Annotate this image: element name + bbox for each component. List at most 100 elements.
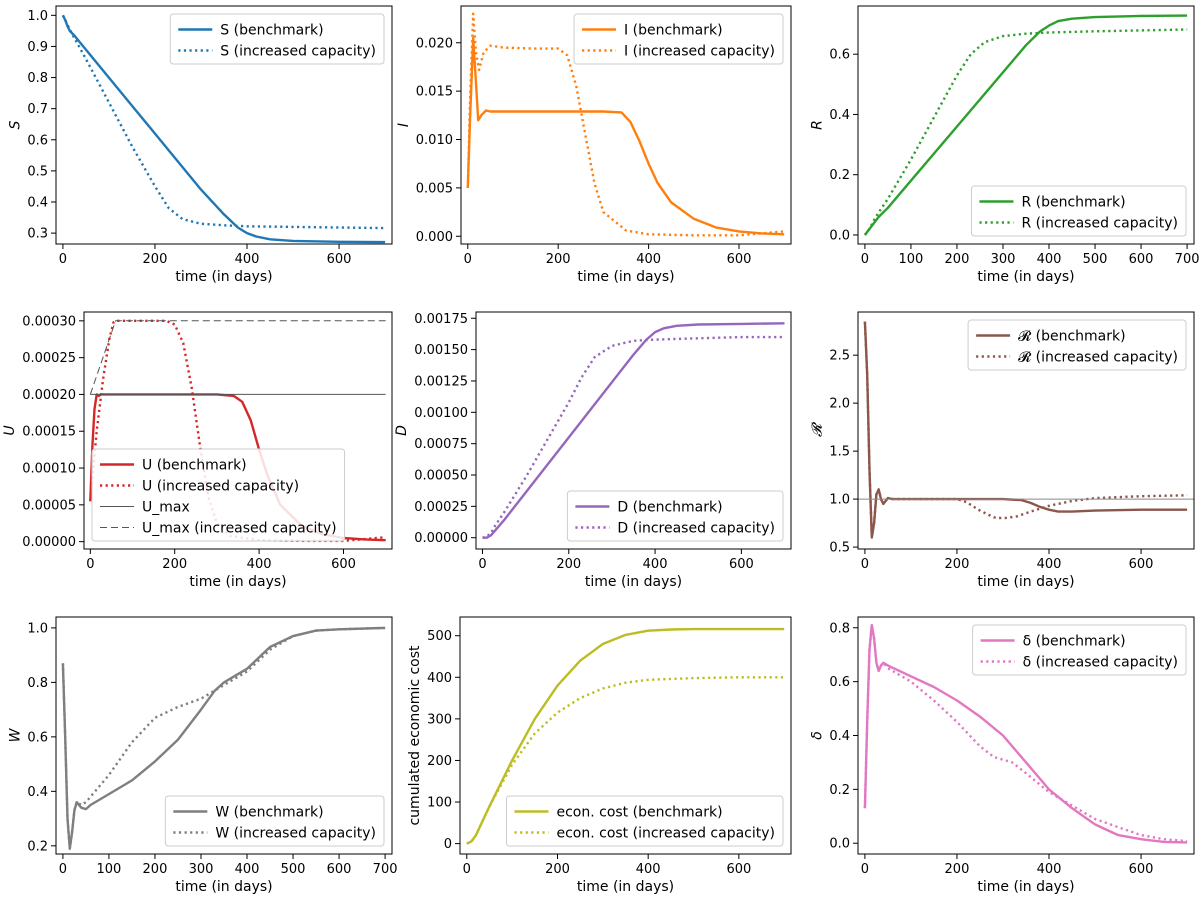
y-tick-label: 0.9 xyxy=(27,40,48,55)
series-line-W-1 xyxy=(61,626,386,850)
x-axis-label: time (in days) xyxy=(175,879,272,895)
x-tick-label: 200 xyxy=(143,252,168,267)
x-tick-label: 600 xyxy=(1129,252,1154,267)
y-tick-label: 0.000 xyxy=(416,230,453,245)
axes-frame xyxy=(55,5,393,245)
legend-label: U_max xyxy=(142,500,190,516)
axes-frame xyxy=(857,311,1195,550)
legend-label: U (increased capacity) xyxy=(142,479,299,495)
legend-box xyxy=(169,13,385,65)
y-tick-label: 300 xyxy=(427,712,452,727)
chart-cost: 0 200 400 600 0 100 200 300 400 500 time (in days)… xyxy=(407,616,792,895)
legend-box xyxy=(91,448,346,542)
legend: S (benchmark) S (increased capacity) xyxy=(169,13,385,65)
x-tick-label: 400 xyxy=(636,862,661,877)
legend-label: U (benchmark) xyxy=(142,458,247,474)
legend-label: R (increased capacity) xyxy=(1021,216,1178,232)
y-tick-label: 0.2 xyxy=(829,783,850,798)
y-tick-label: 0.00025 xyxy=(22,351,76,366)
chart-S: 0 200 400 600 0.3 0.4 0.5 0.6 0.7 0.8 0.9 1.0 time (… xyxy=(7,5,393,285)
x-tick-label: 600 xyxy=(331,557,356,572)
legend: R (benchmark) R (increased capacity) xyxy=(970,185,1187,237)
legend-label: R (benchmark) xyxy=(1021,195,1125,211)
y-tick-label: 0.00025 xyxy=(414,500,468,515)
x-axis-label: time (in days) xyxy=(189,574,286,590)
y-tick-label: 0.5 xyxy=(829,541,850,556)
legend: W (benchmark) W (increased capacity) xyxy=(164,795,385,847)
y-tick-label: 500 xyxy=(427,629,452,644)
x-tick-label: 700 xyxy=(373,862,398,877)
legend-label: D (benchmark) xyxy=(617,500,722,516)
legend-box xyxy=(566,490,784,542)
chart-I: 0 200 400 600 0.000 0.005 0.010 0.015 0.020 time … xyxy=(396,5,792,285)
x-tick-label: 0 xyxy=(464,252,472,267)
y-tick-label: 0.010 xyxy=(416,133,453,148)
y-tick-label: 1.5 xyxy=(829,445,850,460)
y-tick-label: 0 xyxy=(444,837,452,852)
y-tick-label: 0.00010 xyxy=(22,462,76,477)
x-tick-label: 200 xyxy=(945,557,970,572)
axes-frame xyxy=(460,5,792,245)
y-tick-label: 0.5 xyxy=(27,164,48,179)
x-axis-label: time (in days) xyxy=(577,269,674,285)
x-tick-label: 400 xyxy=(1037,557,1062,572)
x-axis-label: time (in days) xyxy=(577,879,674,895)
y-tick-label: 0.00100 xyxy=(414,406,468,421)
y-tick-label: 0.00175 xyxy=(414,312,468,327)
chart-D: 0 200 400 600 0.00000 0.00025 0.00050 0.00075 0.… xyxy=(394,311,792,590)
y-tick-label: 0.0 xyxy=(829,228,850,243)
y-tick-label: 0.00030 xyxy=(22,314,76,329)
legend-label: 𝓡 (increased capacity) xyxy=(1018,350,1178,366)
y-axis-label: S xyxy=(7,120,23,129)
y-tick-label: 0.0 xyxy=(829,837,850,852)
y-axis-label: U xyxy=(2,425,18,435)
y-tick-label: 0.2 xyxy=(829,168,850,183)
x-axis-label: time (in days) xyxy=(977,269,1074,285)
legend-label: D (increased capacity) xyxy=(617,521,775,537)
x-tick-label: 600 xyxy=(327,862,352,877)
x-tick-label: 0 xyxy=(59,862,67,877)
chart-R: 0 100 200 300 400 500 600 700 0.0 0.2 0.4 0.6 time (… xyxy=(809,5,1200,285)
y-tick-label: 0.00050 xyxy=(414,469,468,484)
y-axis-label: 𝓡 xyxy=(809,421,825,437)
y-tick-label: 0.2 xyxy=(27,839,48,854)
legend-box xyxy=(972,624,1187,676)
legend-label: δ (benchmark) xyxy=(1023,634,1126,650)
x-axis-label: time (in days) xyxy=(977,574,1074,590)
x-tick-label: 400 xyxy=(1037,252,1062,267)
y-tick-label: 0.3 xyxy=(27,227,48,242)
series-line-cost-1 xyxy=(466,676,785,845)
x-axis-label: time (in days) xyxy=(977,879,1074,895)
legend-label: δ (increased capacity) xyxy=(1023,655,1178,671)
x-tick-label: 600 xyxy=(1129,557,1154,572)
x-tick-label: 400 xyxy=(643,557,668,572)
x-tick-label: 0 xyxy=(861,557,869,572)
axes-frame xyxy=(83,311,393,550)
x-tick-label: 200 xyxy=(143,862,168,877)
series-line-W-0 xyxy=(61,626,386,850)
legend: I (benchmark) I (increased capacity) xyxy=(573,13,784,65)
x-tick-label: 500 xyxy=(281,862,306,877)
x-axis-label: time (in days) xyxy=(585,574,682,590)
x-tick-label: 400 xyxy=(235,252,260,267)
y-tick-label: 1.0 xyxy=(27,621,48,636)
y-tick-label: 200 xyxy=(427,754,452,769)
x-tick-label: 600 xyxy=(327,252,352,267)
legend-box xyxy=(967,319,1187,371)
x-tick-label: 300 xyxy=(189,862,214,877)
y-tick-label: 0.6 xyxy=(27,133,48,148)
y-tick-label: 1.0 xyxy=(27,9,48,24)
y-tick-label: 0.005 xyxy=(416,181,453,196)
x-tick-label: 200 xyxy=(945,862,970,877)
x-tick-label: 600 xyxy=(727,252,752,267)
series-line-S-1 xyxy=(61,14,386,230)
x-tick-label: 0 xyxy=(861,862,869,877)
x-tick-label: 200 xyxy=(162,557,187,572)
y-tick-label: 0.00125 xyxy=(414,374,468,389)
y-tick-label: 0.7 xyxy=(27,102,48,117)
series-line-Rcal-1 xyxy=(863,321,1188,539)
y-axis-label: δ xyxy=(809,731,825,740)
legend-box xyxy=(970,185,1187,237)
x-tick-label: 0 xyxy=(86,557,94,572)
